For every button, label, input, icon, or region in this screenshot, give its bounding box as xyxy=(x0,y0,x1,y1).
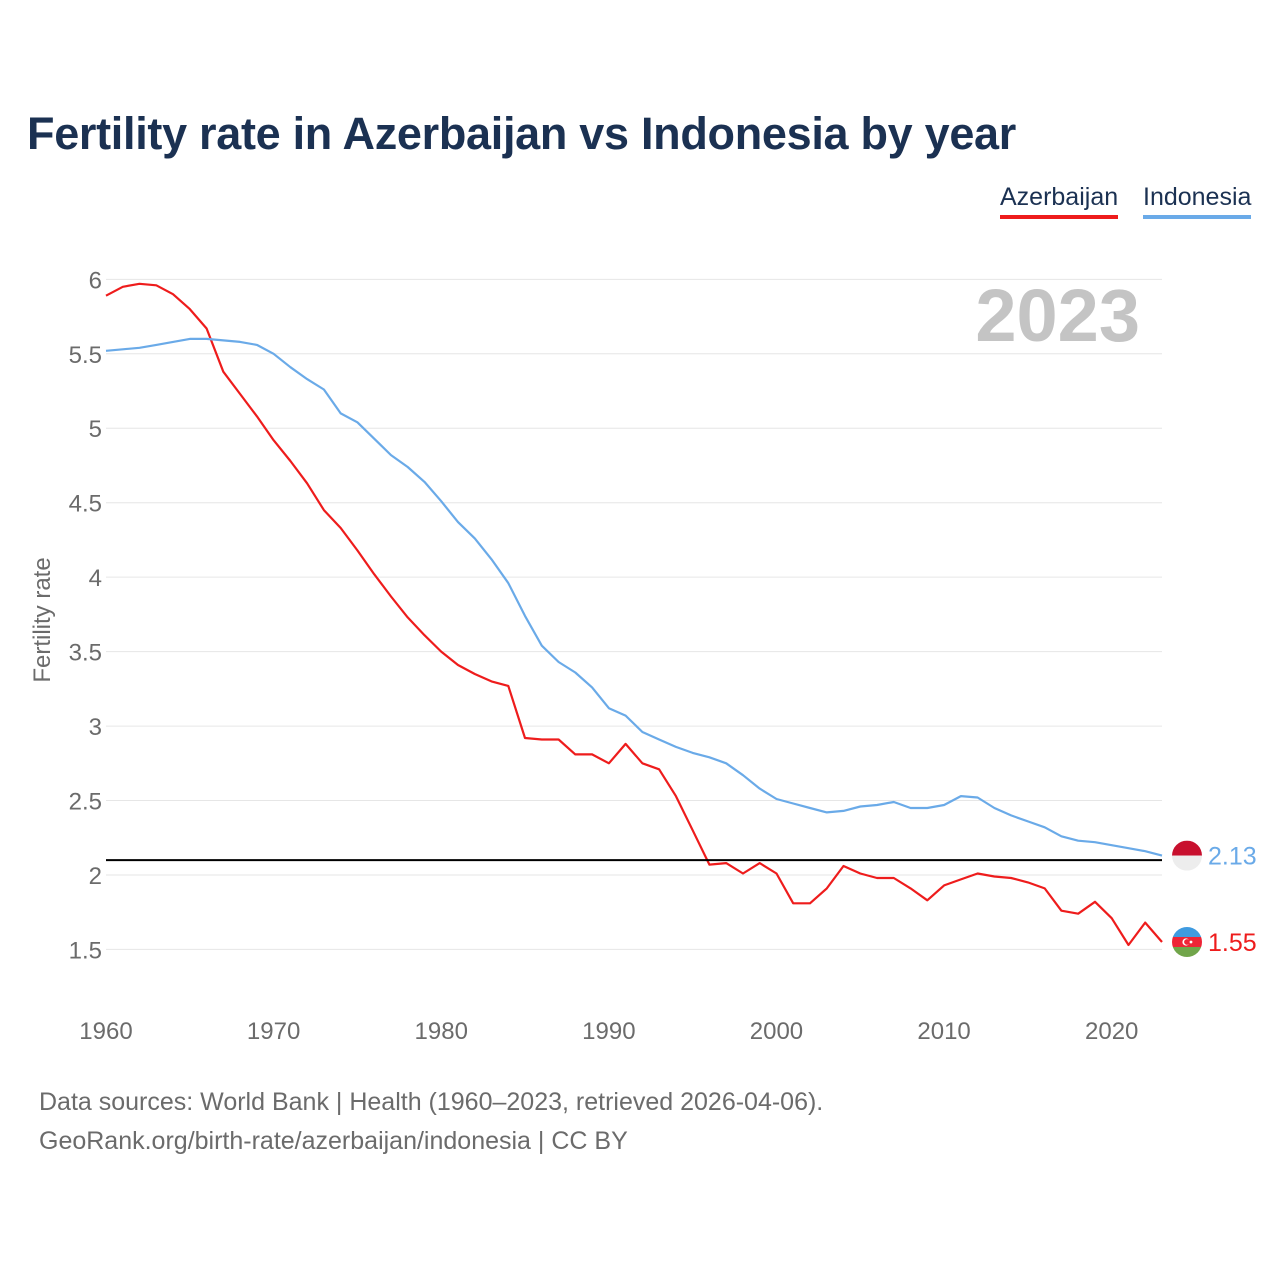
y-axis-label: Fertility rate xyxy=(29,557,56,682)
flag-band xyxy=(1172,946,1202,957)
x-tick-label: 2010 xyxy=(917,1018,970,1045)
x-tick-label: 1960 xyxy=(79,1018,132,1045)
legend-item-azerbaijan[interactable]: Azerbaijan xyxy=(1000,183,1119,219)
chart-plot: 2023 1.5 2 2.5 3 3.5 4 4.5 5 5.5 6 1960 1970 1980 199… xyxy=(29,267,1257,1045)
year-watermark: 2023 xyxy=(975,274,1140,357)
y-tick-label: 1.5 xyxy=(69,937,102,964)
flag-indonesia-icon xyxy=(1172,840,1202,871)
y-tick-label: 2.5 xyxy=(69,789,102,816)
source-text: Data sources: World Bank | Health (1960–… xyxy=(39,1088,824,1116)
series-line-indonesia xyxy=(105,337,1163,857)
x-tick-label: 1990 xyxy=(582,1018,635,1045)
y-tick-label: 4.5 xyxy=(69,491,102,518)
flag-band xyxy=(1172,840,1202,856)
flag-band xyxy=(1172,855,1202,871)
y-tick-label: 4 xyxy=(89,565,102,592)
flag-star xyxy=(1189,940,1193,944)
x-tick-label: 1980 xyxy=(415,1018,468,1045)
credit-link[interactable]: GeoRank.org/birth-rate/azerbaijan/indone… xyxy=(39,1127,628,1155)
y-tick-label: 3 xyxy=(89,714,102,741)
chart-title: Fertility rate in Azerbaijan vs Indonesi… xyxy=(27,108,1016,159)
flag-azerbaijan-icon xyxy=(1172,926,1202,957)
end-value-label-indonesia: 2.13 xyxy=(1208,843,1257,871)
y-tick-label: 6 xyxy=(89,267,102,294)
legend-item-indonesia[interactable]: Indonesia xyxy=(1143,183,1252,219)
flag-crescent-cut xyxy=(1184,939,1190,945)
flag-band xyxy=(1172,926,1202,937)
series-line-azerbaijan xyxy=(105,282,1163,947)
x-tick-label: 2000 xyxy=(750,1018,803,1045)
y-tick-label: 5.5 xyxy=(69,342,102,369)
y-tick-label: 3.5 xyxy=(69,640,102,667)
x-tick-label: 1970 xyxy=(247,1018,300,1045)
x-tick-label: 2020 xyxy=(1085,1018,1138,1045)
y-tick-label: 5 xyxy=(89,416,102,443)
y-tick-label: 2 xyxy=(89,863,102,890)
end-value-label-azerbaijan: 1.55 xyxy=(1208,929,1257,957)
